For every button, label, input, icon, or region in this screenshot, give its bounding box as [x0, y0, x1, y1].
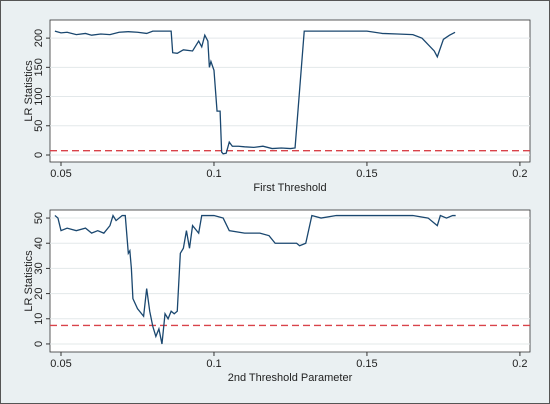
x-tick-label: 0.15: [356, 358, 377, 370]
y-tick-label: 30: [33, 262, 45, 274]
y-tick-label: 0: [33, 341, 45, 347]
data-line: [54, 30, 456, 155]
y-tick-label: 10: [33, 313, 45, 325]
x-tick-label: 0.15: [356, 168, 377, 180]
y-tick-label: 150: [33, 58, 45, 76]
x-tick-label: 0.1: [206, 358, 221, 370]
y-tick-label: 50: [33, 212, 45, 224]
x-axis-title: First Threshold: [253, 182, 326, 194]
y-tick-label: 0: [33, 152, 45, 158]
y-axis-title: LR Statistics: [23, 60, 35, 122]
x-tick-label: 0.2: [512, 358, 527, 370]
y-tick-label: 50: [33, 120, 45, 132]
data-line: [54, 213, 456, 345]
x-tick-label: 0.05: [50, 168, 71, 180]
x-tick-label: 0.2: [512, 168, 527, 180]
x-tick-label: 0.1: [206, 168, 221, 180]
y-tick-label: 40: [33, 237, 45, 249]
y-tick-label: 200: [33, 29, 45, 47]
plot-area: [49, 209, 531, 353]
x-tick-label: 0.05: [50, 358, 71, 370]
y-tick-label: 100: [33, 87, 45, 105]
y-tick-label: 20: [33, 287, 45, 299]
y-axis-title: LR Statistics: [23, 250, 35, 312]
x-axis-title: 2nd Threshold Parameter: [228, 372, 353, 384]
plot-area: [49, 19, 531, 163]
